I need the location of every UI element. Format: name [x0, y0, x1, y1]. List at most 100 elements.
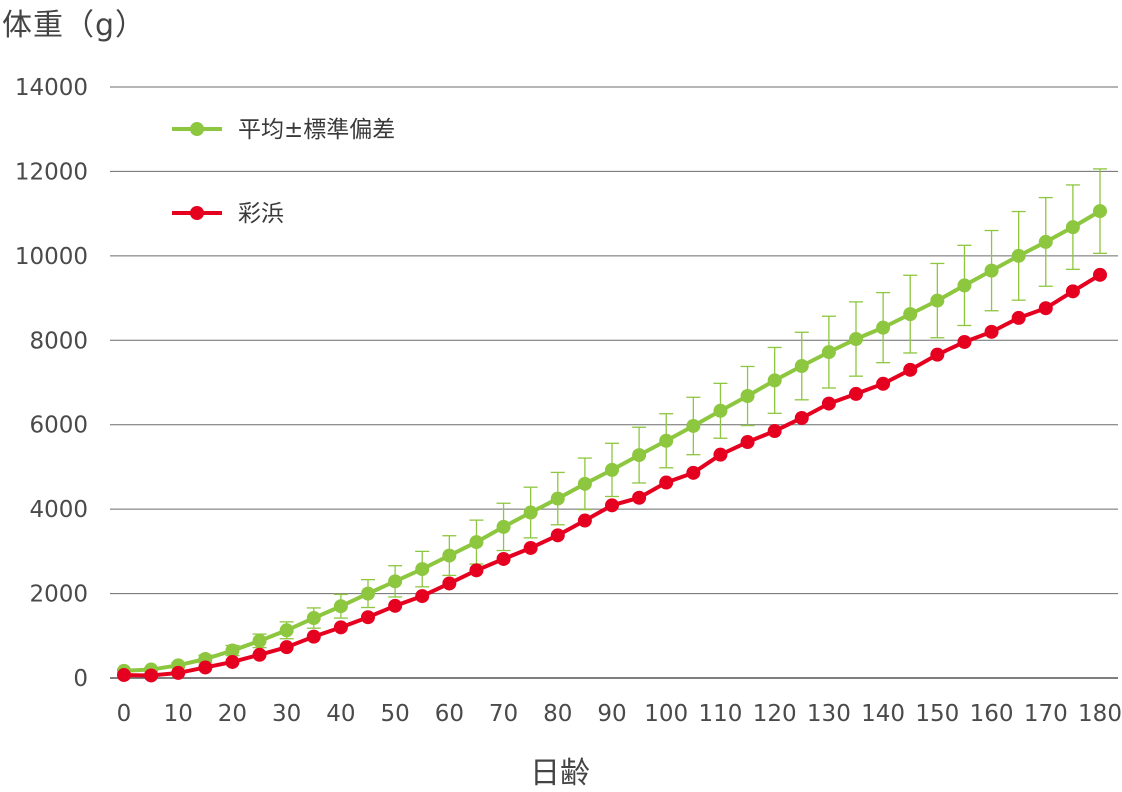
- x-tick-label: 30: [272, 701, 301, 727]
- data-point: [740, 435, 755, 450]
- data-point: [279, 623, 294, 638]
- x-tick-label: 170: [1024, 701, 1068, 727]
- data-point: [469, 535, 484, 550]
- data-point: [1038, 234, 1053, 249]
- data-point: [659, 433, 674, 448]
- data-point: [469, 563, 484, 578]
- x-tick-label: 80: [543, 701, 572, 727]
- data-point: [821, 345, 836, 360]
- data-point: [686, 465, 701, 480]
- data-point: [198, 660, 213, 675]
- data-point: [577, 513, 592, 528]
- y-tick-label: 10000: [15, 244, 88, 270]
- data-point: [388, 574, 403, 589]
- data-point: [171, 665, 186, 680]
- data-point: [252, 633, 267, 648]
- data-point: [225, 643, 240, 658]
- data-point: [821, 396, 836, 411]
- data-point: [415, 562, 430, 577]
- data-point: [415, 589, 430, 604]
- x-tick-label: 110: [698, 701, 742, 727]
- y-axis-title: 体重（g）: [2, 8, 147, 43]
- series-line: [123, 209, 1102, 673]
- data-point: [903, 307, 918, 322]
- legend-marker: [190, 206, 204, 220]
- data-point: [496, 519, 511, 534]
- data-point: [523, 540, 538, 555]
- x-tick-label: 10: [164, 701, 193, 727]
- data-point: [713, 403, 728, 418]
- data-point: [767, 424, 782, 439]
- data-point: [306, 611, 321, 626]
- data-point: [930, 347, 945, 362]
- x-tick-label: 140: [861, 701, 905, 727]
- data-point: [523, 505, 538, 520]
- y-tick-label: 0: [73, 666, 88, 692]
- data-point: [496, 551, 511, 566]
- data-point: [279, 640, 294, 655]
- x-tick-labels: 0 10 20 30 40 50 60 70 80 90 100 110 120 130 140 150 160…: [117, 701, 1122, 727]
- data-point: [144, 668, 159, 683]
- data-point: [388, 598, 403, 613]
- data-point: [1093, 204, 1107, 219]
- data-point: [442, 576, 457, 591]
- data-point: [306, 629, 321, 644]
- x-tick-label: 150: [915, 701, 959, 727]
- x-tick-label: 0: [117, 701, 132, 727]
- legend-label: 彩浜: [238, 201, 284, 227]
- data-point: [659, 475, 674, 490]
- data-point: [577, 476, 592, 491]
- data-point: [1011, 248, 1026, 263]
- y-tick-label: 14000: [15, 75, 88, 101]
- error-bars: [117, 168, 1107, 673]
- data-point: [794, 410, 809, 425]
- x-tick-label: 20: [218, 701, 247, 727]
- series-lines: [117, 204, 1107, 683]
- data-point: [333, 620, 348, 635]
- y-tick-label: 2000: [29, 582, 88, 608]
- legend-marker: [190, 122, 204, 136]
- legend-label: 平均±標準偏差: [238, 117, 395, 143]
- data-point: [550, 528, 565, 543]
- data-point: [632, 448, 647, 463]
- data-point: [333, 599, 348, 614]
- data-point: [876, 320, 891, 335]
- x-tick-label: 180: [1078, 701, 1122, 727]
- y-tick-label: 8000: [29, 328, 88, 354]
- data-point: [605, 462, 619, 477]
- x-tick-label: 40: [326, 701, 355, 727]
- data-point: [984, 263, 999, 278]
- x-tick-label: 100: [644, 701, 688, 727]
- data-point: [686, 418, 701, 433]
- data-point: [1011, 310, 1026, 325]
- data-point: [361, 586, 375, 601]
- data-point: [1038, 301, 1053, 316]
- data-point: [957, 278, 972, 293]
- data-point: [225, 654, 240, 669]
- data-point: [930, 293, 945, 308]
- data-point: [442, 548, 457, 563]
- x-tick-label: 90: [597, 701, 626, 727]
- data-point: [632, 490, 647, 505]
- x-tick-label: 60: [435, 701, 464, 727]
- y-tick-label: 12000: [15, 159, 88, 185]
- x-tick-label: 130: [807, 701, 851, 727]
- y-tick-labels: 0 2000 4000 6000 8000 10000 12000 14000: [15, 75, 88, 692]
- data-point: [117, 668, 131, 683]
- data-point: [252, 647, 267, 662]
- data-point: [957, 334, 972, 349]
- data-point: [767, 373, 782, 388]
- y-tick-label: 4000: [29, 497, 88, 523]
- y-tick-label: 6000: [29, 413, 88, 439]
- data-point: [984, 324, 999, 339]
- x-tick-label: 160: [970, 701, 1014, 727]
- data-point: [849, 332, 863, 347]
- data-point: [550, 491, 565, 506]
- gridlines: [110, 86, 1118, 679]
- x-tick-label: 50: [380, 701, 409, 727]
- data-point: [903, 362, 918, 377]
- data-point: [740, 389, 755, 404]
- x-tick-label: 70: [489, 701, 518, 727]
